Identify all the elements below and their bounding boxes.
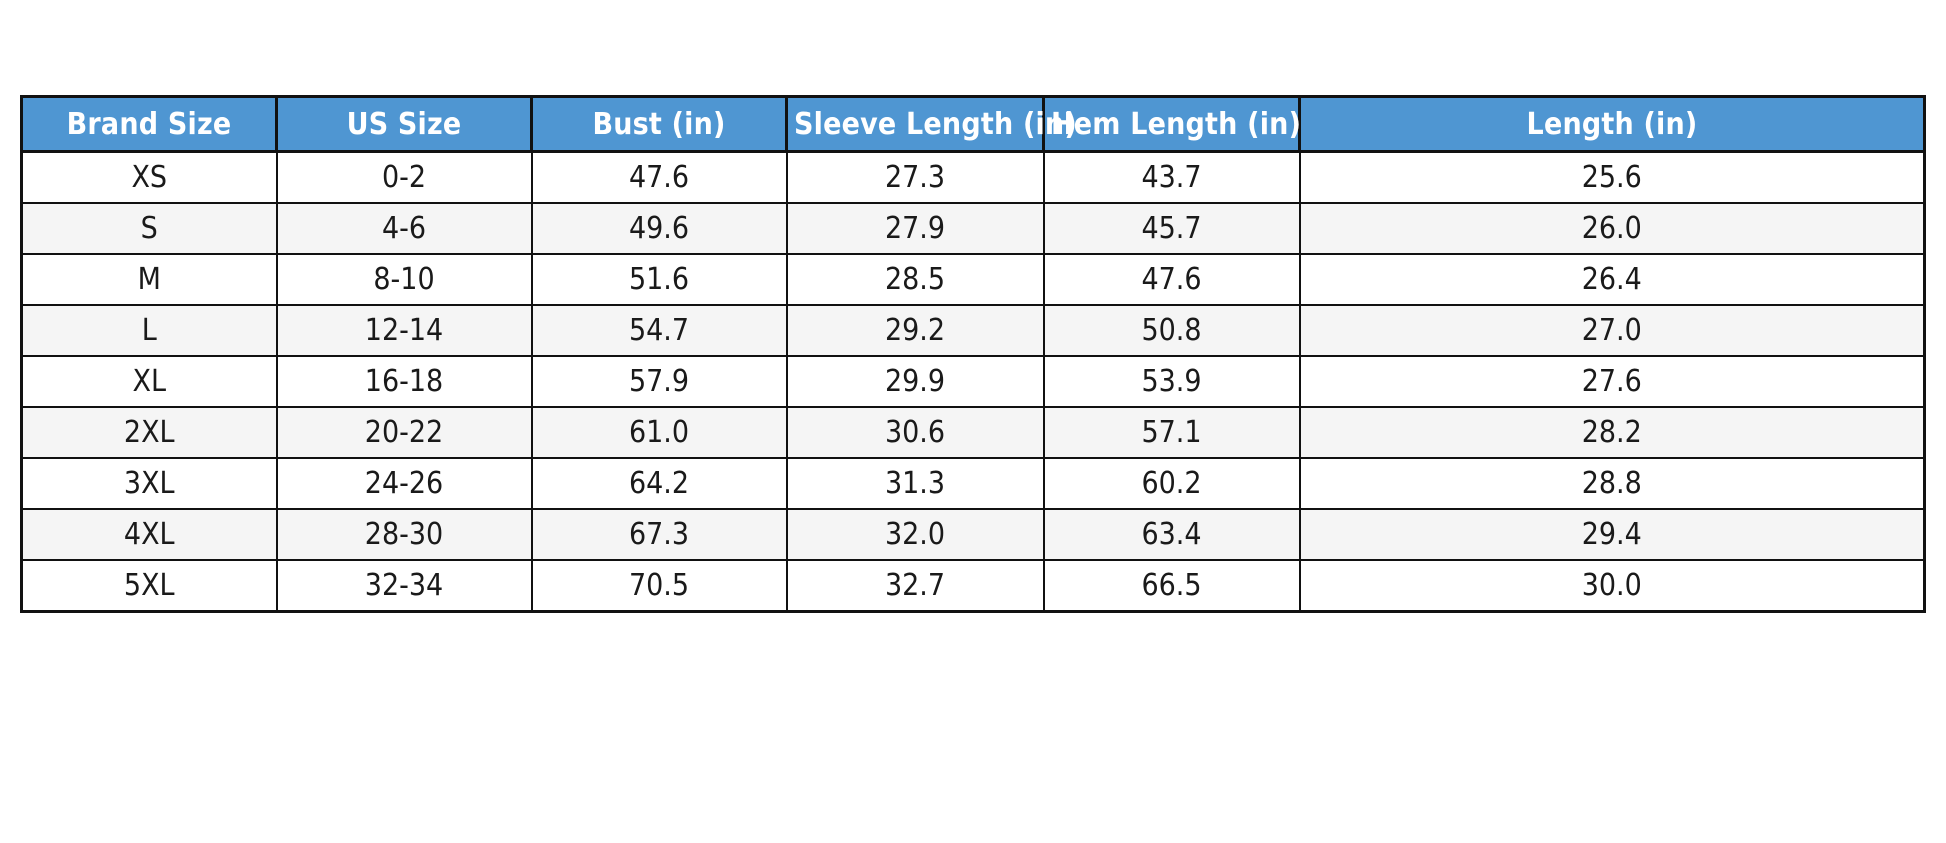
table-row: XS 0-2 47.6 27.3 43.7 25.6 [20,150,1926,204]
cell-us-size: 4-6 [275,202,533,255]
cell-us-size: 20-22 [275,406,533,459]
cell-length: 26.4 [1298,253,1926,306]
table-body: XS 0-2 47.6 27.3 43.7 25.6 S 4-6 49.6 27… [20,150,1926,613]
cell-sleeve-length: 27.3 [785,150,1045,204]
column-header-us-size: US Size [275,95,533,153]
cell-sleeve-length: 29.2 [785,304,1045,357]
table-row: 2XL 20-22 61.0 30.6 57.1 28.2 [20,406,1926,459]
cell-bust: 64.2 [530,457,788,510]
column-header-sleeve-length: Sleeve Length (in) [785,95,1077,153]
cell-hem-length: 63.4 [1042,508,1301,561]
cell-hem-length: 53.9 [1042,355,1301,408]
cell-brand-size: 3XL [20,457,278,510]
table-header: Brand Size US Size Bust (in) Sleeve Leng… [20,95,1926,153]
cell-bust: 49.6 [530,202,788,255]
cell-length: 27.0 [1298,304,1926,357]
cell-length: 27.6 [1298,355,1926,408]
cell-brand-size: 5XL [20,559,278,613]
column-header-hem-length: Hem Length (in) [1042,95,1301,153]
cell-bust: 70.5 [530,559,788,613]
cell-us-size: 12-14 [275,304,533,357]
table-row: 4XL 28-30 67.3 32.0 63.4 29.4 [20,508,1926,561]
cell-us-size: 8-10 [275,253,533,306]
size-chart-table: Brand Size US Size Bust (in) Sleeve Leng… [20,95,1926,613]
cell-hem-length: 43.7 [1042,150,1301,204]
cell-bust: 57.9 [530,355,788,408]
cell-us-size: 24-26 [275,457,533,510]
cell-brand-size: S [20,202,278,255]
cell-bust: 51.6 [530,253,788,306]
table-row: 3XL 24-26 64.2 31.3 60.2 28.8 [20,457,1926,510]
cell-us-size: 28-30 [275,508,533,561]
cell-hem-length: 47.6 [1042,253,1301,306]
table-row: M 8-10 51.6 28.5 47.6 26.4 [20,253,1926,306]
cell-brand-size: 2XL [20,406,278,459]
size-chart-container: Brand Size US Size Bust (in) Sleeve Leng… [20,95,1926,613]
cell-length: 29.4 [1298,508,1926,561]
cell-brand-size: M [20,253,278,306]
cell-us-size: 16-18 [275,355,533,408]
cell-brand-size: XS [20,150,278,204]
column-header-brand-size: Brand Size [20,95,278,153]
cell-sleeve-length: 28.5 [785,253,1045,306]
table-row: L 12-14 54.7 29.2 50.8 27.0 [20,304,1926,357]
cell-us-size: 0-2 [275,150,533,204]
cell-bust: 67.3 [530,508,788,561]
cell-length: 28.2 [1298,406,1926,459]
cell-sleeve-length: 27.9 [785,202,1045,255]
cell-brand-size: L [20,304,278,357]
cell-sleeve-length: 29.9 [785,355,1045,408]
cell-hem-length: 57.1 [1042,406,1301,459]
table-row: 5XL 32-34 70.5 32.7 66.5 30.0 [20,559,1926,613]
cell-us-size: 32-34 [275,559,533,613]
header-row: Brand Size US Size Bust (in) Sleeve Leng… [20,95,1926,153]
cell-sleeve-length: 31.3 [785,457,1045,510]
cell-brand-size: XL [20,355,278,408]
cell-hem-length: 45.7 [1042,202,1301,255]
cell-length: 30.0 [1298,559,1926,613]
column-header-bust: Bust (in) [530,95,788,153]
cell-length: 28.8 [1298,457,1926,510]
cell-length: 25.6 [1298,150,1926,204]
cell-hem-length: 66.5 [1042,559,1301,613]
cell-sleeve-length: 30.6 [785,406,1045,459]
cell-hem-length: 60.2 [1042,457,1301,510]
cell-length: 26.0 [1298,202,1926,255]
cell-brand-size: 4XL [20,508,278,561]
column-header-length: Length (in) [1298,95,1926,153]
table-row: S 4-6 49.6 27.9 45.7 26.0 [20,202,1926,255]
table-row: XL 16-18 57.9 29.9 53.9 27.6 [20,355,1926,408]
cell-sleeve-length: 32.0 [785,508,1045,561]
cell-hem-length: 50.8 [1042,304,1301,357]
cell-bust: 47.6 [530,150,788,204]
cell-bust: 54.7 [530,304,788,357]
cell-sleeve-length: 32.7 [785,559,1045,613]
cell-bust: 61.0 [530,406,788,459]
